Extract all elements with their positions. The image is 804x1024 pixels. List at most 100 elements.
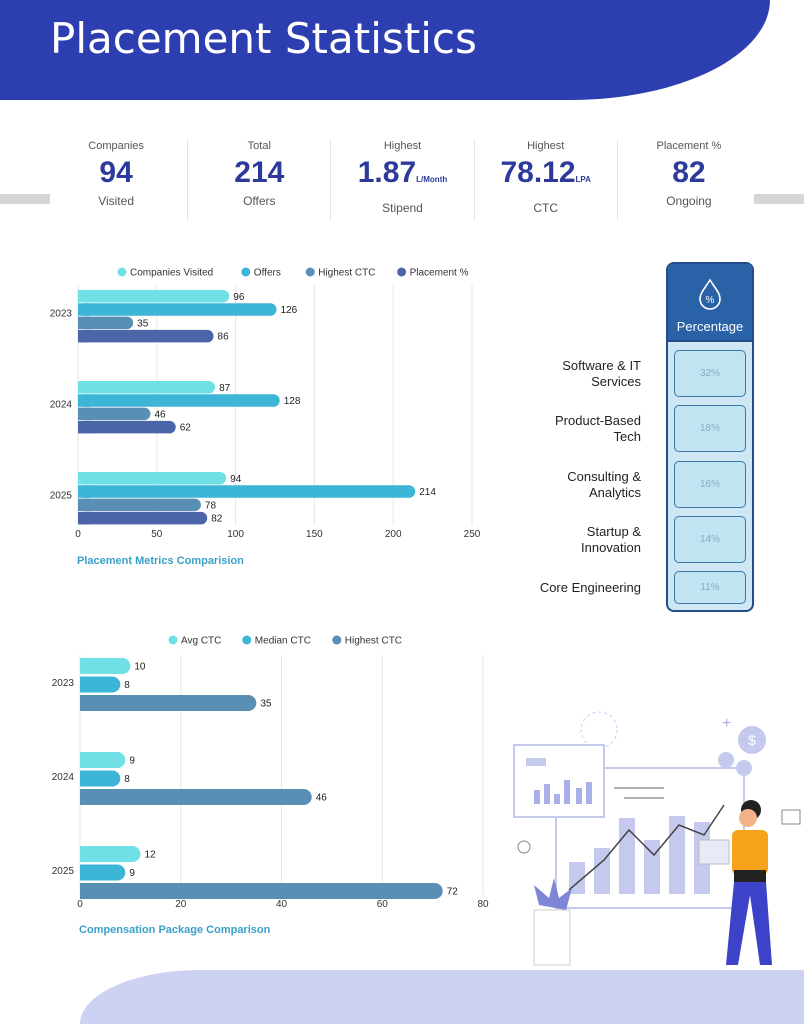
data-label: 126	[281, 305, 298, 316]
bar-cap	[80, 789, 96, 805]
legend-marker	[397, 267, 407, 277]
divider-right	[754, 194, 804, 204]
stat-label: Total	[247, 140, 271, 152]
bar	[80, 883, 443, 899]
legend-label: Offers	[254, 268, 281, 279]
data-label: 35	[260, 699, 272, 710]
data-label: 86	[218, 332, 230, 343]
bar	[78, 316, 134, 330]
percentage-column: % Percentage 32% 18% 16% 14% 11%	[666, 262, 754, 612]
stat-caption: Stipend	[382, 201, 423, 215]
svg-text:%: %	[706, 295, 715, 306]
stat-caption: Offers	[243, 194, 276, 208]
percentage-title: Percentage	[676, 319, 744, 334]
stat-number: 94	[99, 156, 133, 189]
compensation-chart: 0 20 40 60 80 Avg CTC Median CTC Highest CTC 202…	[52, 635, 489, 910]
sector-value: 14%	[674, 516, 746, 563]
stat-value: 78.12LPA	[475, 158, 617, 195]
bar	[78, 394, 280, 407]
bar-cap	[78, 329, 91, 343]
divider-left	[0, 194, 50, 204]
bar-cap	[80, 846, 96, 862]
bar-cap	[78, 498, 91, 512]
bar-cap	[78, 290, 91, 303]
stat-number: 214	[234, 156, 285, 189]
stat-value: 94	[45, 158, 187, 188]
legend-label: Median CTC	[255, 636, 311, 647]
stat-placement: Placement % 82 Ongoing	[618, 140, 760, 220]
legend-label: Companies Visited	[130, 268, 213, 279]
category-label: 2025	[52, 866, 75, 877]
data-label: 9	[129, 756, 135, 767]
category-label: 2025	[50, 491, 73, 502]
bar	[78, 329, 214, 343]
bar-cap	[80, 658, 96, 674]
data-label: 78	[205, 500, 217, 511]
x-tick-label: 20	[175, 899, 187, 910]
data-label: 9	[129, 868, 135, 879]
chart-title: Compensation Package Comparison	[79, 924, 271, 936]
x-tick-label: 80	[477, 899, 489, 910]
legend-label: Placement %	[410, 268, 469, 279]
bar-cap	[80, 695, 96, 711]
bar-cap	[78, 303, 91, 316]
sector-label: Consulting & Analytics	[567, 469, 641, 500]
data-label: 87	[219, 383, 231, 394]
svg-text:+: +	[722, 715, 731, 732]
legend-marker	[117, 267, 127, 277]
legend-label: Highest CTC	[318, 268, 375, 279]
bar	[80, 695, 257, 711]
bar	[78, 485, 416, 498]
data-label: 94	[230, 474, 242, 485]
data-label: 35	[137, 318, 149, 329]
x-tick-label: 250	[464, 529, 481, 540]
data-label: 46	[154, 409, 166, 420]
bar-cap	[78, 394, 91, 407]
sector-value: 16%	[674, 461, 746, 508]
bar-cap	[80, 676, 96, 693]
bar-cap	[78, 420, 91, 434]
page-title: Placement Statistics	[50, 14, 477, 63]
sector-label: Startup & Innovation	[581, 524, 641, 555]
stat-caption: Visited	[98, 194, 134, 208]
bar-cap	[78, 381, 91, 394]
sector-label: Software & IT Services	[562, 358, 641, 389]
data-label: 8	[124, 774, 130, 785]
data-label: 72	[447, 887, 459, 898]
bar	[78, 407, 151, 421]
bar-cap	[78, 407, 91, 421]
legend-marker	[241, 267, 251, 277]
legend-marker	[242, 635, 252, 645]
data-label: 12	[144, 850, 156, 861]
stat-label: Companies	[88, 140, 144, 152]
stat-label: Placement %	[656, 140, 722, 152]
stat-offers: Total 214 Offers	[188, 140, 332, 220]
bar-cap	[80, 864, 96, 881]
legend-label: Avg CTC	[181, 636, 221, 647]
category-label: 2024	[50, 400, 73, 411]
category-label: 2023	[50, 309, 73, 320]
bar-cap	[80, 752, 96, 768]
bar	[78, 498, 201, 512]
stat-value: 82	[618, 158, 760, 188]
stat-stipend: Highest 1.87L/Month Stipend	[331, 140, 475, 220]
bar-cap	[78, 485, 91, 498]
sector-label: Core Engineering	[539, 580, 641, 595]
bar	[78, 303, 277, 316]
stat-ctc: Highest 78.12LPA CTC	[475, 140, 618, 220]
bar	[78, 381, 216, 394]
x-tick-label: 50	[151, 529, 163, 540]
stat-value: 214	[188, 158, 330, 188]
stat-unit: LPA	[575, 175, 591, 184]
stat-value: 1.87L/Month	[331, 158, 473, 195]
sector-value: 18%	[674, 405, 746, 452]
svg-text:$: $	[748, 732, 756, 748]
x-tick-label: 60	[377, 899, 389, 910]
stat-label: Highest	[527, 140, 565, 152]
stat-label: Highest	[383, 140, 422, 152]
x-tick-label: 0	[75, 529, 81, 540]
header-banner: Placement Statistics	[0, 0, 770, 100]
bar	[78, 511, 208, 525]
footer-wave	[80, 970, 804, 1024]
stat-companies: Companies 94 Visited	[45, 140, 189, 220]
